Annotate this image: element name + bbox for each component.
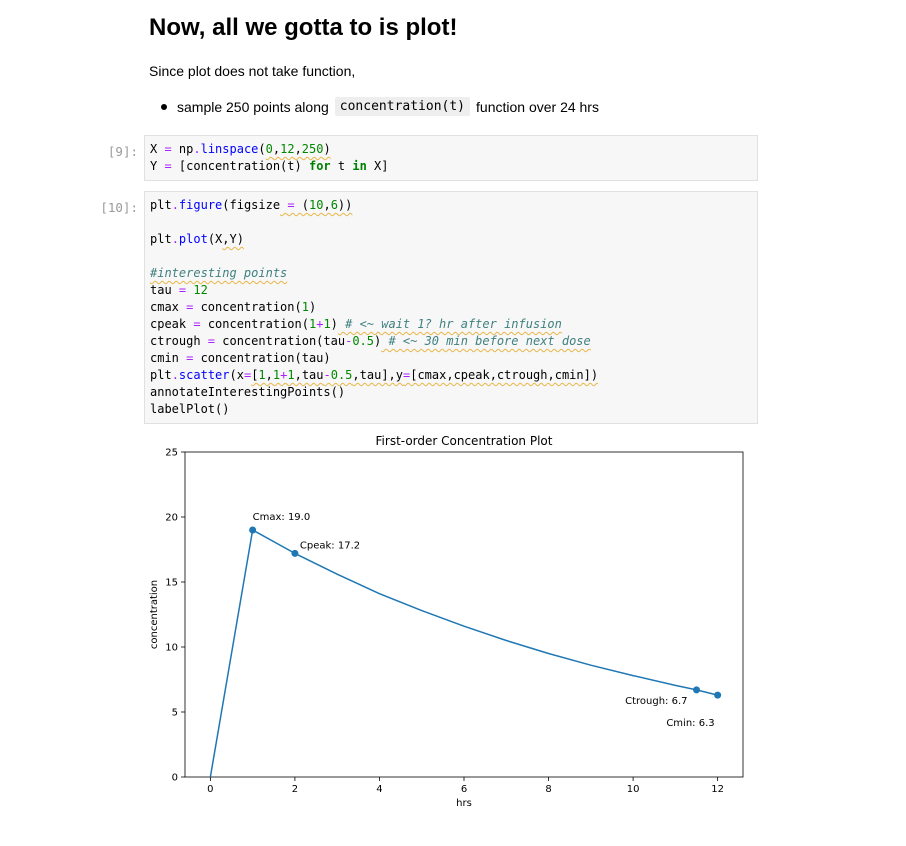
x-axis-label: hrs [456, 798, 472, 809]
x-tick-label: 12 [711, 784, 724, 795]
y-tick-label: 0 [172, 773, 178, 784]
scatter-point [291, 549, 299, 557]
code-cell-9[interactable]: X = np.linspace(0,12,250) Y = [concentra… [144, 135, 758, 181]
bullet-dot-icon [161, 103, 167, 110]
markdown-bullet-list: sample 250 points along concentration(t)… [149, 97, 599, 116]
point-annotation: Cpeak: 17.2 [300, 540, 360, 551]
x-tick-label: 10 [627, 784, 640, 795]
y-tick-label: 15 [165, 578, 178, 589]
concentration-line [209, 529, 718, 778]
bullet-inline-code: concentration(t) [334, 97, 471, 116]
scatter-point [249, 526, 257, 534]
markdown-bullet-item: sample 250 points along concentration(t)… [149, 97, 599, 116]
point-annotation: Cmin: 6.3 [666, 718, 714, 729]
code-cell-9-source[interactable]: X = np.linspace(0,12,250) Y = [concentra… [150, 142, 389, 173]
x-tick-label: 2 [292, 784, 298, 795]
markdown-paragraph: Since plot does not take function, [149, 63, 356, 79]
scatter-point [714, 691, 722, 699]
markdown-heading: Now, all we gotta to is plot! [149, 14, 458, 41]
x-tick-label: 8 [545, 784, 551, 795]
x-tick-label: 6 [461, 784, 467, 795]
y-tick-label: 25 [165, 448, 178, 459]
y-axis-label: concentration [149, 580, 160, 649]
cell-10-prompt: [10]: [100, 200, 138, 215]
plot-frame [184, 451, 744, 778]
y-tick-label: 5 [172, 708, 178, 719]
x-tick-label: 0 [207, 784, 213, 795]
y-tick-label: 20 [165, 513, 178, 524]
scatter-point [693, 686, 700, 694]
concentration-chart: First-order Concentration Plot 0 2 4 6 8 10 12 0… [149, 434, 744, 809]
x-tick-label: 4 [376, 784, 382, 795]
point-annotation: Cmax: 19.0 [253, 512, 311, 523]
code-cell-10-source[interactable]: plt.figure(figsize = (10,6)) plt.plot(X,… [150, 198, 599, 416]
bullet-text-post: function over 24 hrs [476, 98, 599, 115]
cell-9-prompt: [9]: [107, 144, 138, 159]
y-tick-label: 10 [165, 643, 178, 654]
code-cell-10[interactable]: plt.figure(figsize = (10,6)) plt.plot(X,… [144, 191, 758, 424]
chart-title: First-order Concentration Plot [376, 434, 553, 448]
bullet-text-pre: sample 250 points along [177, 98, 329, 115]
point-annotation: Ctrough: 6.7 [625, 696, 687, 707]
